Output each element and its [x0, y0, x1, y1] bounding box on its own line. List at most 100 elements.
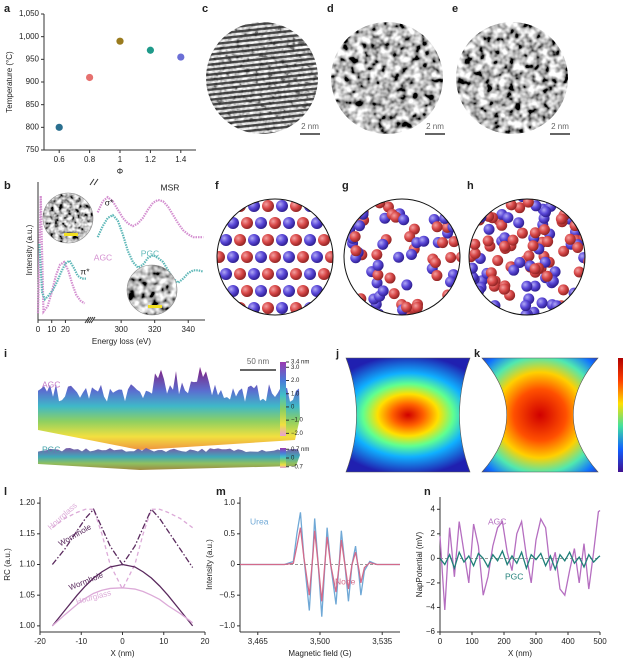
- atom: [276, 234, 288, 246]
- scale-bar: [300, 133, 320, 135]
- colorbar: [618, 358, 623, 472]
- atom: [290, 268, 302, 280]
- panel-label: n: [424, 486, 431, 498]
- annotation: AGC: [42, 379, 60, 389]
- colorbar-tick-label: −2.0: [291, 431, 304, 437]
- atoms: [344, 199, 460, 315]
- atom: [355, 293, 367, 305]
- axis-break: [84, 316, 90, 324]
- series-label: Wormhole: [57, 522, 93, 548]
- atom: [350, 245, 362, 257]
- atom: [502, 212, 514, 224]
- y-tick-label: −4: [426, 603, 436, 612]
- y-tick-label: 0: [431, 553, 436, 562]
- atom: [262, 268, 274, 280]
- x-tick-label: 100: [465, 637, 479, 646]
- atom: [398, 214, 410, 226]
- y-tick-label: 950: [26, 54, 40, 63]
- y-tick-label: 1,050: [19, 9, 40, 18]
- series-line: [51, 563, 194, 627]
- y-tick-label: 900: [26, 77, 40, 86]
- panel-label: g: [342, 180, 349, 192]
- panel-label: f: [215, 180, 219, 192]
- atom-border: [216, 198, 334, 316]
- x-tick-label: 300: [529, 637, 543, 646]
- atom: [499, 240, 511, 252]
- atom: [469, 262, 478, 274]
- atom: [469, 238, 481, 250]
- lattice-fringes: [206, 22, 318, 134]
- y-tick-label: 1.20: [19, 498, 35, 507]
- atom: [388, 288, 400, 300]
- x-tick-label: 1.4: [175, 155, 187, 164]
- atom: [332, 234, 333, 246]
- atom-border: [343, 198, 461, 316]
- y-tick-label: 1.0: [224, 498, 236, 507]
- atom: [255, 251, 267, 263]
- series-label: Urea: [250, 516, 269, 526]
- inset-border: [42, 192, 94, 244]
- panel-label: h: [467, 180, 474, 192]
- atom: [485, 267, 497, 279]
- atom: [318, 234, 330, 246]
- atom: [332, 302, 333, 314]
- atom: [248, 268, 260, 280]
- atom: [540, 206, 552, 218]
- atom: [283, 251, 295, 263]
- x-tick-label: 300: [114, 325, 128, 334]
- atom: [442, 289, 454, 301]
- atom: [241, 251, 253, 263]
- x-tick-label: 3,535: [372, 637, 393, 646]
- atom: [514, 256, 526, 268]
- x-axis-label: X (nm): [508, 649, 532, 658]
- atom: [455, 251, 460, 263]
- panel-label: c: [202, 3, 208, 15]
- series-label: PGC: [505, 571, 523, 581]
- x-tick-label: 20: [61, 325, 70, 334]
- y-tick-label: 850: [26, 100, 40, 109]
- y-tick-label: 0.5: [224, 529, 236, 538]
- atom: [528, 306, 540, 315]
- scale-bar-label: 2 nm: [301, 122, 319, 131]
- series-label: AGC: [488, 516, 506, 526]
- atom: [372, 259, 384, 271]
- colorbar-tick-label: 0: [291, 456, 295, 462]
- atom: [269, 251, 281, 263]
- atom: [572, 241, 584, 253]
- atom: [569, 220, 581, 232]
- x-axis-label: Magnetic field (G): [288, 649, 351, 658]
- atom: [371, 249, 383, 261]
- atom: [325, 217, 333, 229]
- panel-label: a: [4, 3, 11, 15]
- atom: [304, 268, 316, 280]
- x-tick-label: -20: [34, 637, 46, 646]
- x-tick-label: 400: [561, 637, 575, 646]
- atom: [406, 248, 418, 260]
- x-tick-label: 0.8: [84, 155, 96, 164]
- atom: [538, 224, 550, 236]
- atom: [513, 217, 525, 229]
- series-label: None: [335, 576, 356, 586]
- atom: [269, 217, 281, 229]
- colorbar: [280, 448, 286, 468]
- atom: [516, 227, 528, 239]
- panel-label: m: [216, 486, 226, 498]
- atom: [318, 200, 330, 212]
- atom: [234, 234, 246, 246]
- x-tick-label: 200: [497, 637, 511, 646]
- atom: [411, 301, 423, 313]
- agc-surface: [38, 366, 300, 450]
- atom: [318, 302, 330, 314]
- atom: [248, 234, 260, 246]
- simulation-j: [345, 357, 471, 473]
- y-tick-label: 4: [431, 504, 436, 513]
- atom: [318, 268, 330, 280]
- y-tick-label: −2: [426, 578, 436, 587]
- y-tick-label: −6: [426, 627, 436, 636]
- colorbar-tick-label: −1.0: [291, 418, 304, 424]
- scale-bar: [550, 133, 570, 135]
- colorbar-tick-label: 1.0: [291, 391, 300, 397]
- series-label: Wormhole: [68, 570, 106, 592]
- atom: [523, 250, 535, 262]
- y-tick-label: 1.05: [19, 590, 35, 599]
